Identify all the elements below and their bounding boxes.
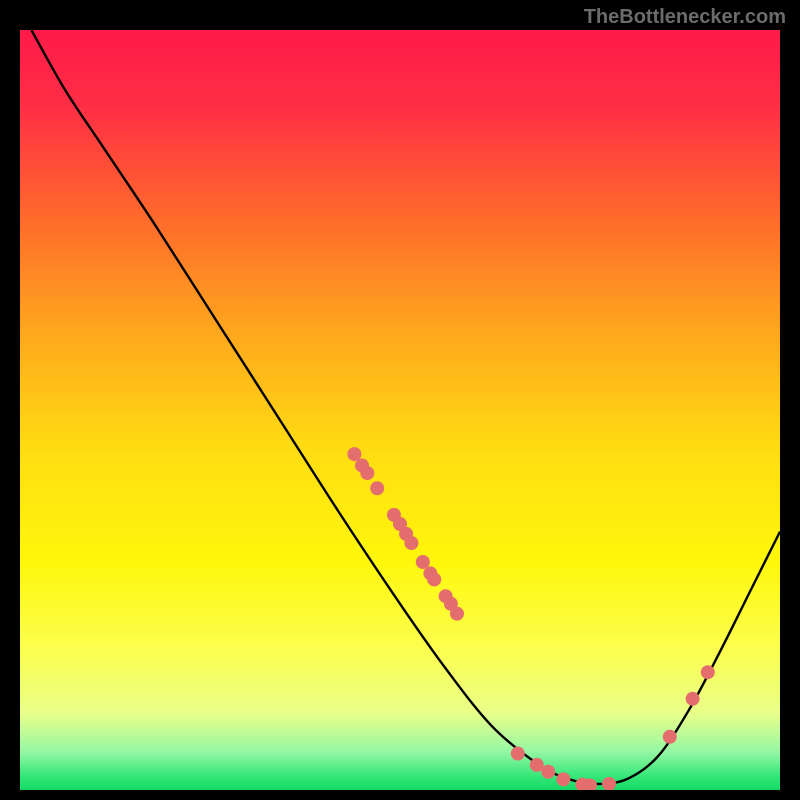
data-point (427, 572, 441, 586)
data-point (556, 772, 570, 786)
bottleneck-curve (31, 30, 780, 784)
curve-layer (20, 30, 780, 790)
data-point (370, 481, 384, 495)
watermark-text: TheBottlenecker.com (584, 6, 786, 29)
plot-area (20, 30, 780, 790)
data-point (450, 607, 464, 621)
data-point (541, 765, 555, 779)
data-point (511, 747, 525, 761)
data-point (701, 665, 715, 679)
data-point (602, 777, 616, 790)
data-point (686, 692, 700, 706)
data-point (404, 536, 418, 550)
data-point (663, 730, 677, 744)
data-point (347, 447, 361, 461)
data-point (416, 555, 430, 569)
data-point (360, 466, 374, 480)
data-points (347, 447, 714, 790)
